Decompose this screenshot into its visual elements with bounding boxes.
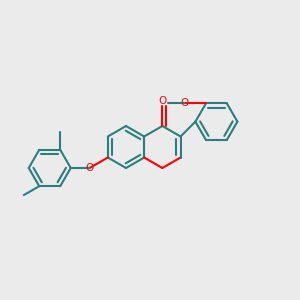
Text: O: O — [181, 98, 189, 109]
Text: O: O — [85, 163, 94, 173]
Text: O: O — [158, 96, 166, 106]
